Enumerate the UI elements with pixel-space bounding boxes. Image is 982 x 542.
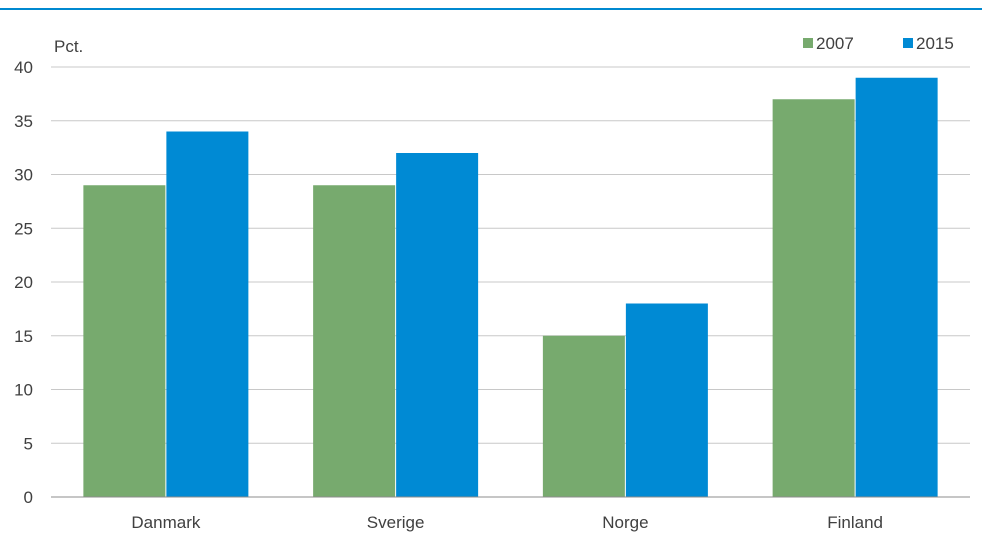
x-tick-label: Sverige: [367, 513, 425, 532]
x-tick-label: Finland: [827, 513, 883, 532]
y-tick-label: 10: [14, 381, 33, 400]
axes: 0 5 10 15 20 25 30 35 40 Danmark Sverige Norge Finla…: [14, 58, 970, 532]
bar-2015-sverige: [396, 153, 479, 497]
bar-2015-danmark: [166, 131, 249, 497]
y-tick-label: 5: [24, 434, 33, 453]
bar-2015-norge: [625, 303, 708, 497]
y-tick-label: 20: [14, 273, 33, 292]
legend: 2007 2015: [803, 34, 954, 53]
x-tick-label: Danmark: [131, 513, 200, 532]
legend-label: 2015: [916, 34, 954, 53]
y-tick-label: 0: [24, 488, 33, 507]
y-tick-label: 30: [14, 166, 33, 185]
bar-2007-norge: [542, 335, 625, 497]
bar-2007-sverige: [313, 185, 396, 497]
y-tick-label: 35: [14, 112, 33, 131]
y-tick-label: 15: [14, 327, 33, 346]
legend-label: 2007: [816, 34, 854, 53]
bars: [83, 77, 938, 497]
legend-swatch: [903, 38, 913, 48]
bar-2007-danmark: [83, 185, 166, 497]
x-tick-label: Norge: [602, 513, 648, 532]
legend-swatch: [803, 38, 813, 48]
y-axis-label: Pct.: [54, 37, 83, 56]
bar-2015-finland: [855, 77, 938, 497]
y-tick-label: 25: [14, 219, 33, 238]
bar-2007-finland: [772, 99, 855, 497]
y-tick-label: 40: [14, 58, 33, 77]
